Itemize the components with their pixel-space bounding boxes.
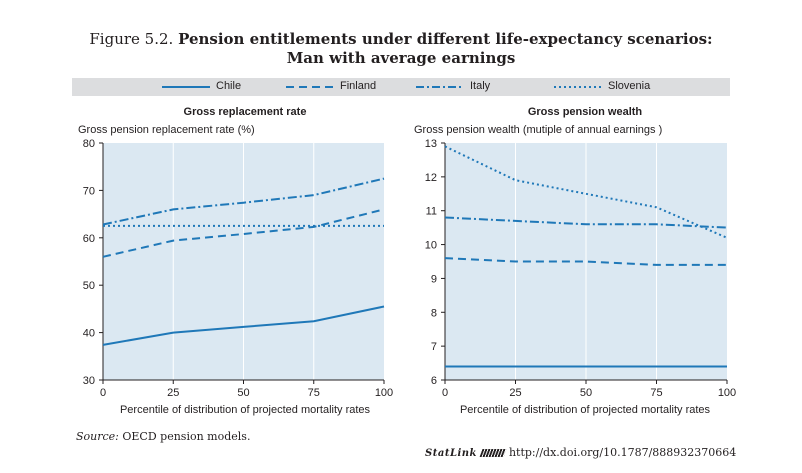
x-tick-label: 25	[167, 387, 179, 399]
figure-title-line1: Pension entitlements under different lif…	[178, 30, 713, 48]
legend-label: Slovenia	[608, 80, 651, 92]
y-tick-label: 60	[83, 233, 95, 245]
y-tick-label: 30	[83, 375, 95, 387]
left-panel-title: Gross replacement rate	[183, 106, 307, 118]
right-panel-title: Gross pension wealth	[527, 106, 643, 118]
statlink-url[interactable]: http://dx.doi.org/10.1787/888932370664	[508, 446, 737, 459]
figure-number: Figure 5.2.	[89, 30, 174, 48]
legend-swatch-solid	[162, 86, 210, 88]
legend-label: Chile	[216, 80, 242, 92]
x-tick-label: 0	[100, 387, 106, 399]
left-y-axis-label: Gross pension replacement rate (%)	[78, 124, 255, 136]
legend-swatch-dotted	[554, 86, 602, 88]
series-line-chile	[102, 305, 385, 346]
y-tick-label: 40	[83, 328, 95, 340]
source-text: OECD pension models.	[118, 430, 251, 443]
x-tick-label: 75	[308, 387, 320, 399]
legend-label: Finland	[340, 80, 377, 92]
y-tick-label: 50	[83, 280, 95, 292]
statlink-brand: StatLink	[425, 448, 477, 459]
figure-title: Figure 5.2. Pension entitlements under d…	[0, 30, 802, 68]
x-tick-label: 50	[237, 387, 249, 399]
source-label: Source:	[76, 430, 119, 443]
statlink: StatLink http://dx.doi.org/10.1787/888932…	[425, 446, 736, 459]
figure-title-line2: Man with average earnings	[286, 49, 516, 67]
legend-swatch-dashed	[286, 86, 334, 88]
right-y-axis-label: Gross pension wealth (mutiple of annual …	[414, 124, 663, 136]
statlink-logo-icon	[479, 449, 507, 457]
legend-label: Italy	[470, 80, 491, 92]
y-tick-label: 70	[83, 185, 95, 197]
y-tick-label: 80	[83, 138, 95, 150]
x-tick-label: 100	[375, 387, 393, 399]
left-x-axis-label: Percentile of distribution of projected …	[119, 404, 371, 416]
legend: Chile Finland Italy Slovenia	[72, 78, 730, 96]
series-line-italy	[102, 177, 385, 226]
right-x-axis-label: Percentile of distribution of projected …	[459, 404, 711, 416]
series-line-finland	[102, 208, 385, 258]
source-note: Source: OECD pension models.	[76, 430, 250, 443]
legend-swatch-dashdot	[416, 86, 464, 88]
